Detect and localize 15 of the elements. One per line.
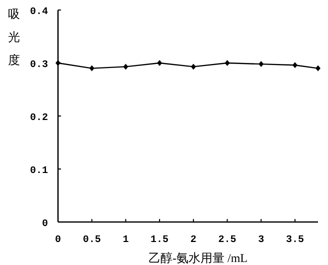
x-axis-title: 乙醇-氨水用量 /mL <box>148 251 248 265</box>
x-tick-label: 0 <box>54 235 62 246</box>
x-tick-label: 1.5 <box>150 235 169 246</box>
y-tick-label: 0.3 <box>30 60 48 71</box>
x-tick-label: 0.5 <box>82 235 101 246</box>
y-tick-label: 0.1 <box>30 166 48 177</box>
y-axis-title: 吸光度 <box>8 7 20 67</box>
x-tick-label: 1 <box>122 235 129 246</box>
x-tick-label: 2.5 <box>218 235 236 246</box>
x-tick-label: 3 <box>258 235 264 246</box>
y-tick-label: 0.4 <box>30 7 48 18</box>
y-tick-label: 0.2 <box>30 113 48 124</box>
x-tick-label: 2 <box>190 235 196 246</box>
x-tick-label: 3.5 <box>286 235 304 246</box>
y-tick-label: 0 <box>42 219 48 230</box>
